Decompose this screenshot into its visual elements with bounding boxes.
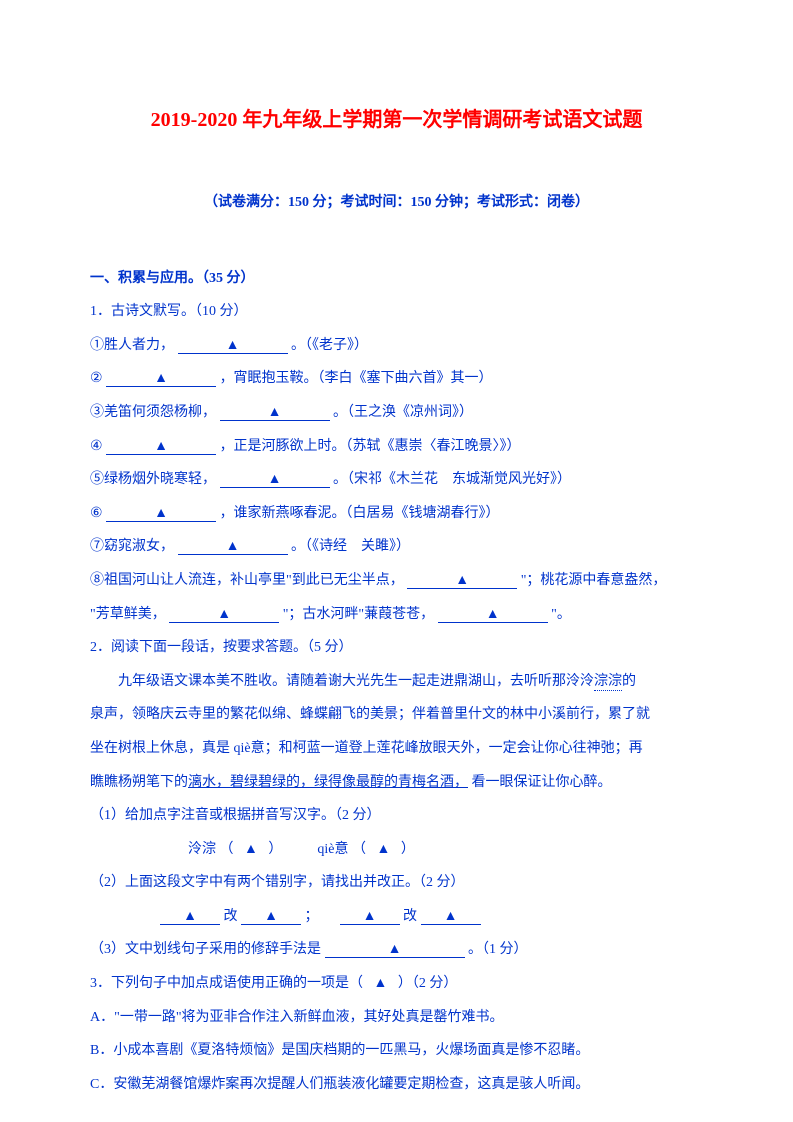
fill-blank[interactable]: ▲ — [169, 608, 279, 623]
text: 泠淙 — [188, 842, 216, 857]
triangle-icon: ▲ — [154, 371, 168, 386]
triangle-icon: ▲ — [363, 909, 377, 924]
text: ⑥ — [90, 506, 103, 521]
fill-blank[interactable]: ▲ — [421, 910, 481, 925]
text: ④ — [90, 439, 103, 454]
text: "；古水河畔"蒹葭苍苍， — [283, 607, 434, 622]
fill-blank[interactable]: ▲ — [160, 910, 220, 925]
fill-blank[interactable]: ▲ — [220, 406, 330, 421]
fill-blank[interactable]: ▲ — [106, 372, 216, 387]
text: ）（2 分） — [398, 976, 458, 991]
q1-item-8-line2: "芳草鲜美， ▲ "；古水河畔"蒹葭苍苍， ▲ "。 — [90, 598, 703, 632]
q1-stem: 1．古诗文默写。（10 分） — [90, 295, 703, 329]
triangle-icon: ▲ — [388, 942, 402, 957]
triangle-icon: ▲ — [154, 439, 168, 454]
q1-item-8-line1: ⑧祖国河山让人流连，补山亭里"到此已无尘半点， ▲ "；桃花源中春意盎然， — [90, 564, 703, 598]
q2-sub1: （1）给加点字注音或根据拼音写汉字。（2 分） — [90, 799, 703, 833]
q3-option-c[interactable]: C．安徽芜湖餐馆爆炸案再次提醒人们瓶装液化罐要定期检查，这真是骇人听闻。 — [90, 1068, 703, 1102]
q1-item-2: ② ▲ ，宵眠抱玉鞍。（李白《塞下曲六首》其一） — [90, 362, 703, 396]
text: "。 — [551, 607, 571, 622]
text: ①胜人者力， — [90, 338, 174, 353]
text: qiè意 （ — [317, 842, 366, 857]
text: ⑤绿杨烟外晓寒轻， — [90, 472, 216, 487]
q1-item-6: ⑥ ▲ ，谁家新燕啄春泥。（白居易《钱塘湖春行》） — [90, 497, 703, 531]
q2-passage-line3: 坐在树根上休息，真是 qiè意；和柯蓝一道登上莲花峰放眼天外，一定会让你心往神弛… — [90, 732, 703, 766]
text: （ — [220, 842, 234, 857]
text: ） — [401, 842, 415, 857]
dotted-text: 淙淙 — [594, 674, 622, 691]
underlined-text: 漓水，碧绿碧绿的，绿得像最醇的青梅名酒， — [188, 775, 468, 790]
text: ） — [268, 842, 282, 857]
text: ，宵眠抱玉鞍。（李白《塞下曲六首》其一） — [220, 371, 493, 386]
q2-sub1-answers: 泠淙 （ ▲ ） qiè意 （ ▲ ） — [90, 833, 703, 867]
triangle-icon: ▲ — [444, 909, 458, 924]
q1-item-4: ④ ▲ ，正是河豚欲上时。（苏轼《惠崇〈春江晚景〉》） — [90, 430, 703, 464]
triangle-icon: ▲ — [264, 909, 278, 924]
triangle-icon: ▲ — [376, 842, 390, 857]
text: （3）文中划线句子采用的修辞手法是 — [90, 942, 321, 957]
text: 。（1 分） — [468, 942, 528, 957]
fill-blank[interactable]: ▲ — [106, 440, 216, 455]
q1-item-1: ①胜人者力， ▲ 。（《老子》） — [90, 329, 703, 363]
text: 。（王之涣《凉州词》） — [333, 405, 473, 420]
triangle-icon: ▲ — [244, 842, 258, 857]
text: 改 — [224, 909, 238, 924]
text: "；桃花源中春意盎然， — [521, 573, 667, 588]
text: 九年级语文课本美不胜收。请随着谢大光先生一起走进鼎湖山，去听听那泠泠 — [118, 674, 594, 689]
fill-blank[interactable]: ▲ — [220, 473, 330, 488]
triangle-icon: ▲ — [217, 607, 231, 622]
q1-item-5: ⑤绿杨烟外晓寒轻， ▲ 。（宋祁《木兰花 东城渐觉风光好》） — [90, 463, 703, 497]
text: "芳草鲜美， — [90, 607, 166, 622]
fill-blank[interactable]: ▲ — [106, 507, 216, 522]
text: 3．下列句子中加点成语使用正确的一项是（ — [90, 976, 363, 991]
text: ，正是河豚欲上时。（苏轼《惠崇〈春江晚景〉》） — [220, 439, 521, 454]
fill-blank[interactable]: ▲ — [438, 608, 548, 623]
triangle-icon: ▲ — [486, 607, 500, 622]
triangle-icon: ▲ — [226, 539, 240, 554]
q2-sub3: （3）文中划线句子采用的修辞手法是 ▲ 。（1 分） — [90, 933, 703, 967]
q2-passage-line2: 泉声，领略庆云寺里的繁花似绵、蜂蝶翩飞的美景；伴着普里什文的林中小溪前行，累了就 — [90, 698, 703, 732]
text: 。（《诗经 关雎》） — [291, 539, 410, 554]
triangle-icon: ▲ — [226, 338, 240, 353]
exam-info: （试卷满分：150 分；考试时间：150 分钟；考试形式：闭卷） — [90, 186, 703, 220]
triangle-icon: ▲ — [268, 472, 282, 487]
q2-passage-line1: 九年级语文课本美不胜收。请随着谢大光先生一起走进鼎湖山，去听听那泠泠淙淙的 — [90, 665, 703, 699]
triangle-icon: ▲ — [374, 976, 388, 991]
q3-stem: 3．下列句子中加点成语使用正确的一项是（ ▲ ）（2 分） — [90, 967, 703, 1001]
q1-item-3: ③羌笛何须怨杨柳， ▲ 。（王之涣《凉州词》） — [90, 396, 703, 430]
fill-blank[interactable]: ▲ — [325, 943, 465, 958]
text: 看一眼保证让你心醉。 — [472, 775, 612, 790]
page-title: 2019-2020 年九年级上学期第一次学情调研考试语文试题 — [90, 96, 703, 144]
text: ⑧祖国河山让人流连，补山亭里"到此已无尘半点， — [90, 573, 404, 588]
q3-option-a[interactable]: A．"一带一路"将为亚非合作注入新鲜血液，其好处真是罄竹难书。 — [90, 1001, 703, 1035]
fill-blank[interactable]: ▲ — [178, 540, 288, 555]
text: ； — [305, 909, 319, 924]
fill-blank[interactable]: ▲ — [407, 574, 517, 589]
text: 瞧瞧杨朔笔下的 — [90, 775, 188, 790]
text: ③羌笛何须怨杨柳， — [90, 405, 216, 420]
text: ② — [90, 371, 103, 386]
fill-blank[interactable]: ▲ — [178, 339, 288, 354]
fill-blank[interactable]: ▲ — [340, 910, 400, 925]
triangle-icon: ▲ — [154, 506, 168, 521]
q2-stem: 2．阅读下面一段话，按要求答题。（5 分） — [90, 631, 703, 665]
q2-passage-line4: 瞧瞧杨朔笔下的漓水，碧绿碧绿的，绿得像最醇的青梅名酒， 看一眼保证让你心醉。 — [90, 766, 703, 800]
text: ，谁家新燕啄春泥。（白居易《钱塘湖春行》） — [220, 506, 500, 521]
section-1-heading: 一、积累与应用。（35 分） — [90, 262, 703, 296]
text: 。（《老子》） — [291, 338, 368, 353]
triangle-icon: ▲ — [183, 909, 197, 924]
text: 的 — [622, 674, 636, 689]
q1-item-7: ⑦窈窕淑女， ▲ 。（《诗经 关雎》） — [90, 530, 703, 564]
triangle-icon: ▲ — [268, 405, 282, 420]
text: ⑦窈窕淑女， — [90, 539, 174, 554]
text: 。（宋祁《木兰花 东城渐觉风光好》） — [333, 472, 571, 487]
q2-sub2-answers: ▲ 改 ▲ ； ▲ 改 ▲ — [90, 900, 703, 934]
q2-sub2: （2）上面这段文字中有两个错别字，请找出并改正。（2 分） — [90, 866, 703, 900]
text: 改 — [403, 909, 417, 924]
q3-option-b[interactable]: B．小成本喜剧《夏洛特烦恼》是国庆档期的一匹黑马，火爆场面真是惨不忍睹。 — [90, 1034, 703, 1068]
fill-blank[interactable]: ▲ — [241, 910, 301, 925]
triangle-icon: ▲ — [455, 573, 469, 588]
